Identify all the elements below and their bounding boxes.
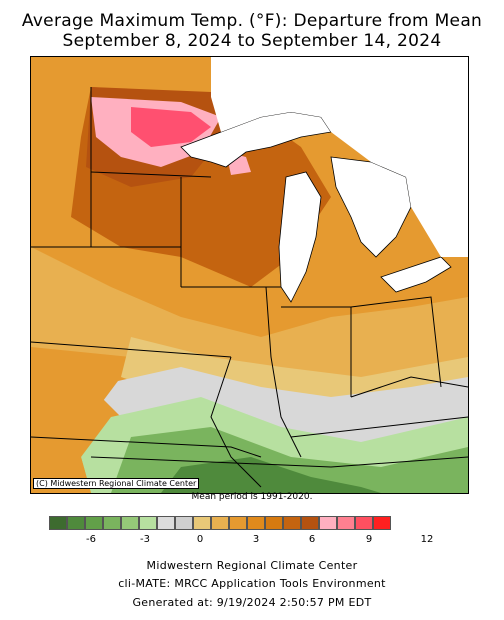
legend-tick-label: 3 xyxy=(252,534,260,545)
map-zone-dark-green xyxy=(161,457,381,493)
legend-swatch xyxy=(67,516,85,530)
legend-tick-label: 6 xyxy=(308,534,316,545)
legend-swatch xyxy=(85,516,103,530)
state-borders xyxy=(31,87,468,488)
legend-swatch xyxy=(121,516,139,530)
mean-period-note: Mean period is 1991-2020. xyxy=(191,492,313,502)
legend-swatch xyxy=(337,516,355,530)
legend-swatch xyxy=(211,516,229,530)
legend-swatch xyxy=(229,516,247,530)
legend-swatch xyxy=(373,516,391,530)
legend-swatch xyxy=(103,516,121,530)
legend-swatch xyxy=(265,516,283,530)
footer-tool: cli-MATE: MRCC Application Tools Environ… xyxy=(118,577,386,590)
temperature-departure-map xyxy=(30,56,469,494)
legend-swatch xyxy=(193,516,211,530)
lake-erie xyxy=(380,256,452,293)
color-legend xyxy=(49,516,391,530)
legend-swatch xyxy=(301,516,319,530)
map-no-data-canada xyxy=(211,57,468,257)
legend-swatch xyxy=(49,516,67,530)
legend-tick-labels: -6 -3 0 3 6 9 12 xyxy=(0,534,504,548)
map-copyright: (C) Midwestern Regional Climate Center xyxy=(33,478,200,489)
legend-swatch xyxy=(283,516,301,530)
footer-org: Midwestern Regional Climate Center xyxy=(146,559,358,572)
lake-michigan xyxy=(278,171,322,303)
legend-swatch xyxy=(319,516,337,530)
footer-generated: Generated at: 9/19/2024 2:50:57 PM EDT xyxy=(132,596,372,609)
map-zone-red xyxy=(131,107,211,147)
legend-swatch xyxy=(247,516,265,530)
legend-tick-label: -6 xyxy=(86,534,96,545)
map-title: Average Maximum Temp. (°F): Departure fr… xyxy=(21,11,483,31)
map-subtitle-date-range: September 8, 2024 to September 14, 2024 xyxy=(62,31,442,51)
map-zone-orange-sw xyxy=(31,347,121,493)
legend-tick-label: 0 xyxy=(196,534,204,545)
map-zone-light-orange xyxy=(31,247,468,397)
legend-tick-label: -3 xyxy=(140,534,150,545)
legend-swatch xyxy=(175,516,193,530)
legend-swatch xyxy=(355,516,373,530)
legend-tick-label: 12 xyxy=(420,534,434,545)
legend-swatch xyxy=(139,516,157,530)
legend-tick-label: 9 xyxy=(365,534,373,545)
legend-swatch xyxy=(157,516,175,530)
